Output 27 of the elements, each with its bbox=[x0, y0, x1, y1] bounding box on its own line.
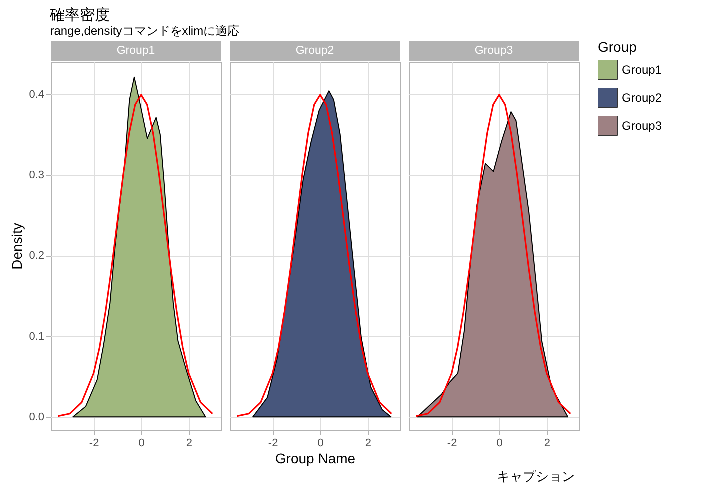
y-tick-label: 0.4 bbox=[29, 88, 44, 101]
x-tick-label: -2 bbox=[89, 438, 100, 450]
x-tick-label: -2 bbox=[268, 438, 278, 450]
y-tick-label: 0.0 bbox=[29, 412, 44, 424]
x-tick-label: 0 bbox=[496, 438, 503, 450]
legend-title: Group bbox=[598, 39, 638, 55]
y-tick-label: 0.1 bbox=[29, 330, 44, 343]
x-axis-title: Group Name bbox=[275, 450, 356, 466]
legend-label: Group2 bbox=[622, 91, 662, 105]
y-tick-label: 0.2 bbox=[29, 250, 44, 262]
legend-label: Group3 bbox=[622, 119, 662, 133]
x-tick-label: 2 bbox=[365, 438, 372, 450]
x-tick-label: 0 bbox=[138, 438, 145, 450]
text: Group2 bbox=[296, 45, 334, 57]
x-tick-label: -2 bbox=[447, 438, 458, 450]
text: キャプション bbox=[497, 469, 575, 484]
x-tick-label: 0 bbox=[318, 438, 324, 450]
chart-title: 確率密度 bbox=[49, 7, 110, 24]
text: Group3 bbox=[474, 45, 514, 57]
y-axis-title: Density bbox=[9, 223, 26, 270]
line-series bbox=[57, 94, 214, 418]
text: Group1 bbox=[116, 45, 156, 57]
x-tick-label: 2 bbox=[544, 438, 550, 450]
legend-label: Group1 bbox=[622, 63, 662, 77]
y-tick-label: 0.3 bbox=[29, 169, 44, 182]
chart-subtitle: range,densityコマンドをxlimに適応 bbox=[50, 24, 240, 38]
x-tick-label: 2 bbox=[186, 438, 192, 450]
